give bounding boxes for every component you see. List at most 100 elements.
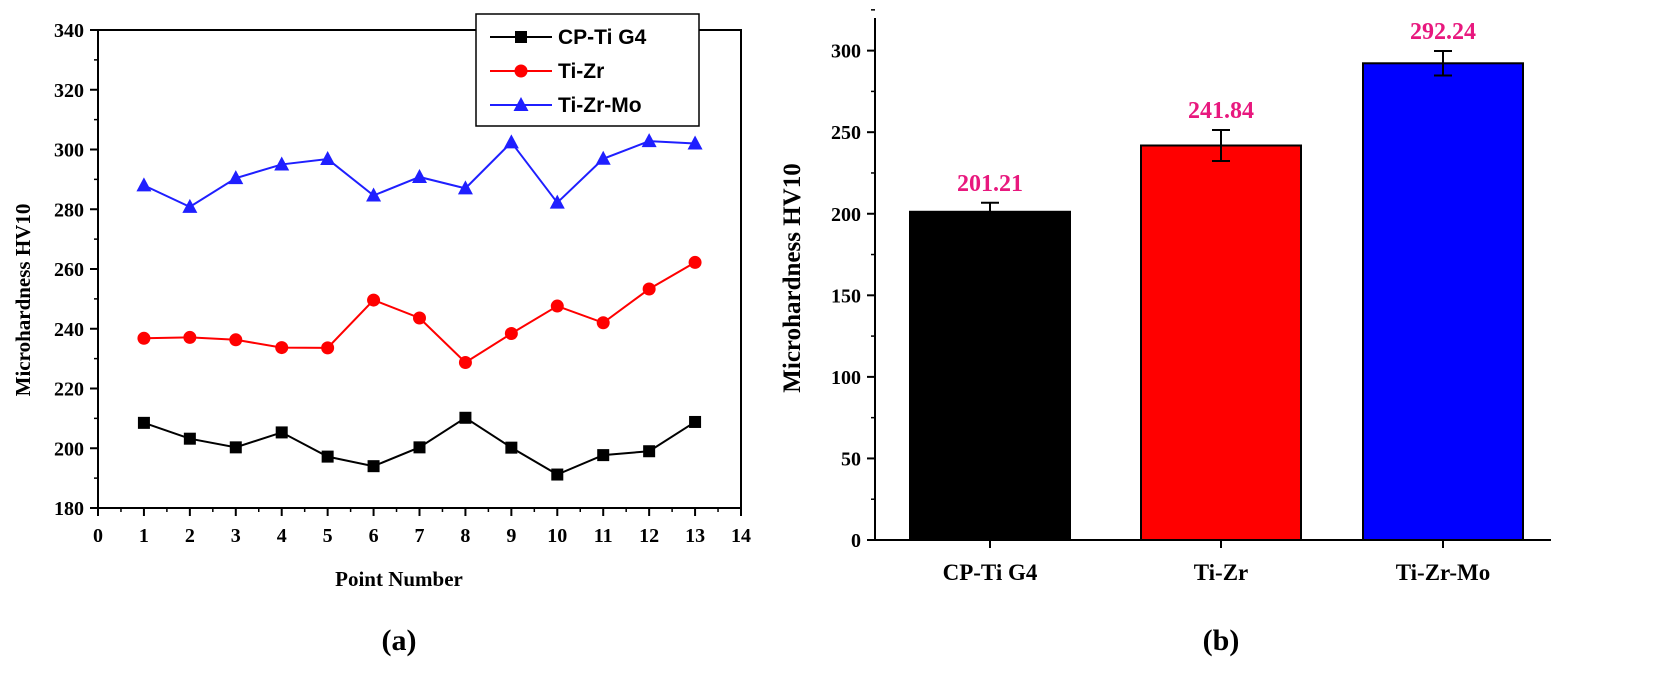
data-label: 241.84 — [1188, 98, 1254, 124]
bar — [1140, 144, 1302, 541]
data-point — [413, 441, 426, 454]
legend-marker — [513, 97, 529, 111]
y-tick-label: 300 — [54, 140, 84, 162]
data-point — [505, 441, 518, 454]
data-point — [229, 333, 243, 347]
legend-item: Ti-Zr-Mo — [490, 94, 642, 117]
data-label: 201.21 — [957, 171, 1023, 197]
data-point — [457, 180, 473, 195]
y-tick-label: 100 — [831, 367, 861, 389]
y-axis-title: Microhardness HV10 — [11, 204, 35, 397]
data-point — [183, 330, 197, 344]
x-tick-label: 6 — [369, 525, 379, 547]
data-point — [596, 316, 610, 330]
x-tick-label: 5 — [323, 525, 333, 547]
y-tick-label: 200 — [831, 204, 861, 226]
x-tick-label: 13 — [685, 525, 705, 547]
data-point — [689, 415, 702, 428]
data-point — [503, 134, 519, 149]
data-point — [641, 133, 657, 148]
data-point — [183, 432, 196, 445]
data-point — [275, 426, 288, 439]
data-point — [550, 299, 564, 313]
x-axis-title: Point Number — [335, 567, 463, 591]
category-label: CP-Ti G4 — [943, 560, 1038, 585]
tick-labels: 0 1 2 3 4 5 6 7 8 9 10 11 12 13 1418020022024026028030… — [54, 20, 751, 547]
data-point — [687, 135, 703, 150]
category-label: Ti-Zr — [1194, 560, 1249, 585]
panel-label-a: (a) — [382, 624, 417, 657]
data-point — [595, 150, 611, 165]
data-point — [275, 341, 289, 355]
x-tick-label: 11 — [594, 525, 613, 547]
y-tick-label: 300 — [831, 41, 861, 63]
x-tick-label: 1 — [139, 525, 149, 547]
data-point — [274, 156, 290, 171]
bar-group-cp-ti-g4: 201.21 — [909, 171, 1071, 541]
data-point — [642, 282, 656, 296]
data-point — [412, 168, 427, 183]
x-tick-label: 8 — [460, 525, 470, 547]
y-tick-label: 0 — [851, 530, 861, 552]
bar — [909, 210, 1071, 541]
data-point — [459, 411, 472, 424]
legend-item: Ti-Zr — [490, 60, 604, 83]
line-chart-panel: 0 1 2 3 4 5 6 7 8 9 10 11 12 13 1418020022024026028030… — [11, 13, 751, 657]
series-cp-ti-g4 — [137, 411, 702, 481]
x-tick-label: 0 — [93, 525, 103, 547]
legend-label: Ti-Zr — [558, 60, 604, 83]
legend: CP-Ti G4 Ti-Zr Ti-Zr-Mo — [475, 13, 700, 127]
data-point — [549, 194, 565, 209]
data-point — [504, 327, 518, 341]
legend-item: CP-Ti G4 — [490, 26, 647, 49]
data-point — [366, 187, 382, 202]
x-tick-label: 10 — [547, 525, 567, 547]
y-tick-label: 250 — [831, 122, 861, 144]
data-point — [136, 177, 152, 192]
category-label: Ti-Zr-Mo — [1396, 560, 1491, 585]
x-tick-label: 4 — [277, 525, 287, 547]
y-tick-label: 280 — [54, 199, 84, 221]
data-point — [367, 460, 380, 473]
x-tick-label: 3 — [231, 525, 241, 547]
bars-group: 201.21 241.84 292.24 — [909, 19, 1524, 541]
data-point — [321, 341, 335, 355]
legend-label: CP-Ti G4 — [558, 26, 647, 49]
data-point — [321, 450, 334, 463]
series-ti-zr — [137, 255, 702, 370]
x-tick-label: 12 — [639, 525, 659, 547]
data-point — [688, 255, 702, 269]
data-point — [643, 445, 656, 458]
bar-group-ti-zr-mo: 292.24 — [1362, 19, 1524, 541]
data-point — [551, 468, 564, 481]
data-point — [137, 331, 151, 345]
axes — [867, 9, 1551, 548]
x-tick-label: 7 — [415, 525, 425, 547]
y-tick-label: 180 — [54, 498, 84, 520]
x-tick-label: 9 — [506, 525, 516, 547]
data-point — [597, 449, 610, 462]
y-tick-label: 320 — [54, 80, 84, 102]
data-point — [229, 441, 242, 454]
data-point — [137, 416, 150, 429]
bar-group-ti-zr: 241.84 — [1140, 98, 1302, 541]
data-label: 292.24 — [1410, 19, 1476, 45]
series-group — [136, 133, 703, 481]
legend-marker — [515, 31, 527, 43]
y-tick-label: 240 — [54, 319, 84, 341]
bar — [1362, 62, 1524, 541]
y-axis-title: Microhardness HV10 — [779, 163, 806, 392]
data-point — [367, 293, 381, 307]
y-tick-label: 260 — [54, 259, 84, 281]
tick-labels: 0 50 100 150 200 250 300 CP-Ti G4 Ti-Zr Ti-Zr-Mo — [831, 41, 1490, 585]
data-point — [413, 311, 426, 325]
data-point — [228, 170, 244, 185]
y-tick-label: 200 — [54, 438, 84, 460]
data-point — [458, 356, 472, 370]
y-tick-label: 150 — [831, 285, 861, 307]
y-tick-label: 50 — [841, 448, 861, 470]
legend-marker — [514, 64, 528, 78]
bar-chart-panel: 201.21 241.84 292.24 0 50 100 150 200 250 300 CP-… — [779, 9, 1551, 657]
data-point — [182, 198, 198, 213]
